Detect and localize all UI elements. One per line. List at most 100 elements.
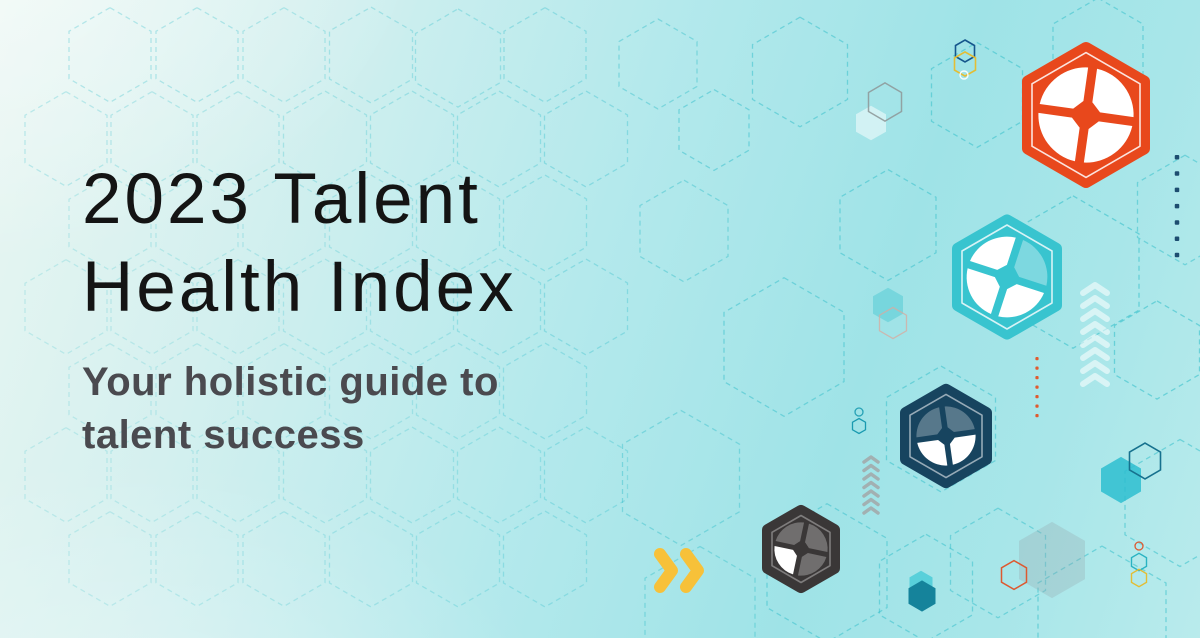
- clover-petal-bottom-right: [998, 284, 1045, 318]
- dashed-hexagon: [155, 510, 239, 608]
- dashed-hexagon: [618, 18, 698, 110]
- dashed-hexagon: [723, 276, 845, 418]
- clover-icon: [966, 236, 1048, 318]
- orange-dot-column-dot: [1035, 357, 1039, 361]
- clover-petal-bottom-left: [966, 268, 1000, 315]
- badge-teal-clover: [952, 214, 1062, 340]
- dashed-hexagon: [328, 6, 414, 104]
- dashed-hexagon: [369, 90, 455, 188]
- dashed-hexagon: [328, 174, 414, 272]
- dashed-hexagon: [644, 545, 756, 638]
- dashed-hexagon: [68, 510, 152, 608]
- orange-dot-column-dot: [1035, 376, 1039, 380]
- outline-hexagon: [867, 82, 903, 122]
- clover-icon: [774, 522, 828, 576]
- dashed-hexagon: [502, 174, 588, 272]
- soft-hexagon: [1019, 521, 1085, 599]
- clover-petal-bottom-right: [1083, 121, 1133, 163]
- orange-dot-column-dot: [1035, 414, 1039, 418]
- gray-chevron-stack-chevron-up-icon: [862, 463, 880, 473]
- dashed-hexagon: [503, 6, 587, 104]
- clover-petal-bottom-right: [797, 553, 827, 576]
- soft-hexagon: [856, 105, 886, 141]
- white-chevron-stack-chevron-up-icon: [1080, 282, 1110, 296]
- dashed-hexagon: [196, 258, 280, 356]
- dashed-hexagon: [678, 88, 750, 172]
- navy-dot-column-dot: [1174, 171, 1180, 176]
- white-chevron-stack-chevron-up-icon: [1080, 308, 1110, 322]
- page-subtitle: Your holistic guide to talent success: [82, 356, 517, 462]
- dashed-hexagon: [155, 342, 239, 440]
- dashed-hexagon: [24, 258, 108, 356]
- soft-hexagon: [1101, 456, 1141, 504]
- subtitle-line-2: talent success: [82, 413, 365, 457]
- dashed-hexagon: [1037, 545, 1167, 638]
- dashed-hexagon: [502, 510, 588, 608]
- dashed-hexagon: [639, 179, 729, 283]
- gray-chevron-stack-chevron-up-icon: [862, 472, 880, 481]
- clover-petal-bottom-left: [1038, 112, 1080, 162]
- dashed-hexagon: [415, 342, 501, 440]
- dashed-hexagon: [242, 6, 326, 104]
- dashed-hexagon: [282, 426, 368, 524]
- clover-petal-top-left: [969, 236, 1016, 270]
- clover-petal-top-left: [1039, 67, 1089, 109]
- dashed-hexagon: [282, 258, 368, 356]
- dashed-hexagon: [24, 90, 108, 188]
- gray-chevron-stack-chevron-up-icon: [862, 480, 880, 490]
- navy-dot-column-dot: [1174, 187, 1180, 193]
- dashed-hexagon: [930, 41, 1024, 149]
- dashed-hexagon: [839, 168, 937, 282]
- gray-chevron-stack-chevron-up-icon: [862, 506, 880, 515]
- navy-dot-column-dot: [1174, 236, 1180, 241]
- cube-hexagon-dark-icon: [908, 580, 936, 612]
- dashed-hexagon: [1113, 300, 1200, 400]
- outline-hexagon: [851, 417, 867, 435]
- dashed-hexagon: [242, 510, 326, 608]
- dashed-hexagon: [369, 426, 455, 524]
- clover-petal-bottom-left: [917, 439, 948, 466]
- dashed-hexagon: [1136, 154, 1200, 266]
- title-line-2: Health Index: [82, 248, 517, 327]
- navy-dot-column-dot: [1174, 220, 1180, 225]
- badge-charcoal-clover: [762, 504, 840, 594]
- orange-dot-column-dot: [1035, 385, 1039, 389]
- outline-hexagon: [1000, 559, 1028, 591]
- title-line-1: 2023 Talent: [82, 160, 481, 239]
- dashed-hexagon: [621, 409, 741, 547]
- dashed-hexagon: [949, 507, 1047, 619]
- orange-dot-column-dot: [1035, 366, 1039, 370]
- dashed-hexagon: [456, 426, 542, 524]
- clover-petal-top-left: [775, 522, 805, 545]
- clover-petal-top-right: [944, 406, 975, 433]
- clover-petal-bottom-left: [774, 545, 797, 575]
- dashed-hexagon: [543, 426, 629, 524]
- dashed-hexagon: [110, 90, 194, 188]
- dashed-hexagon: [110, 426, 194, 524]
- dashed-hexagon: [196, 90, 280, 188]
- outline-circle: [959, 70, 969, 80]
- dashed-hexagon: [415, 510, 501, 608]
- white-chevron-stack-chevron-up-icon: [1080, 373, 1110, 387]
- dashed-hexagon: [369, 258, 455, 356]
- badge-navy-clover: [900, 383, 992, 489]
- clover-petal-top-right: [1014, 239, 1048, 286]
- clover-petal-top-right: [1092, 68, 1134, 118]
- outline-hexagon: [1130, 552, 1148, 572]
- orange-dot-column-dot: [1035, 395, 1039, 399]
- dashed-hexagon: [456, 258, 542, 356]
- dashed-hexagon: [415, 174, 501, 272]
- outline-hexagon: [1128, 442, 1162, 480]
- white-chevron-stack-chevron-up-icon: [1080, 334, 1110, 348]
- dashed-hexagon: [328, 342, 414, 440]
- outline-hexagon: [954, 39, 976, 63]
- dashed-hexagon: [456, 90, 542, 188]
- clover-petal-top-right: [805, 523, 828, 553]
- clover-petal-bottom-right: [949, 434, 976, 465]
- dashed-hexagon: [24, 426, 108, 524]
- badge-inner-outline: [961, 224, 1053, 330]
- clover-petal-top-left: [916, 407, 943, 438]
- navy-dot-column-dot: [1174, 155, 1180, 160]
- dashed-hexagon: [242, 342, 326, 440]
